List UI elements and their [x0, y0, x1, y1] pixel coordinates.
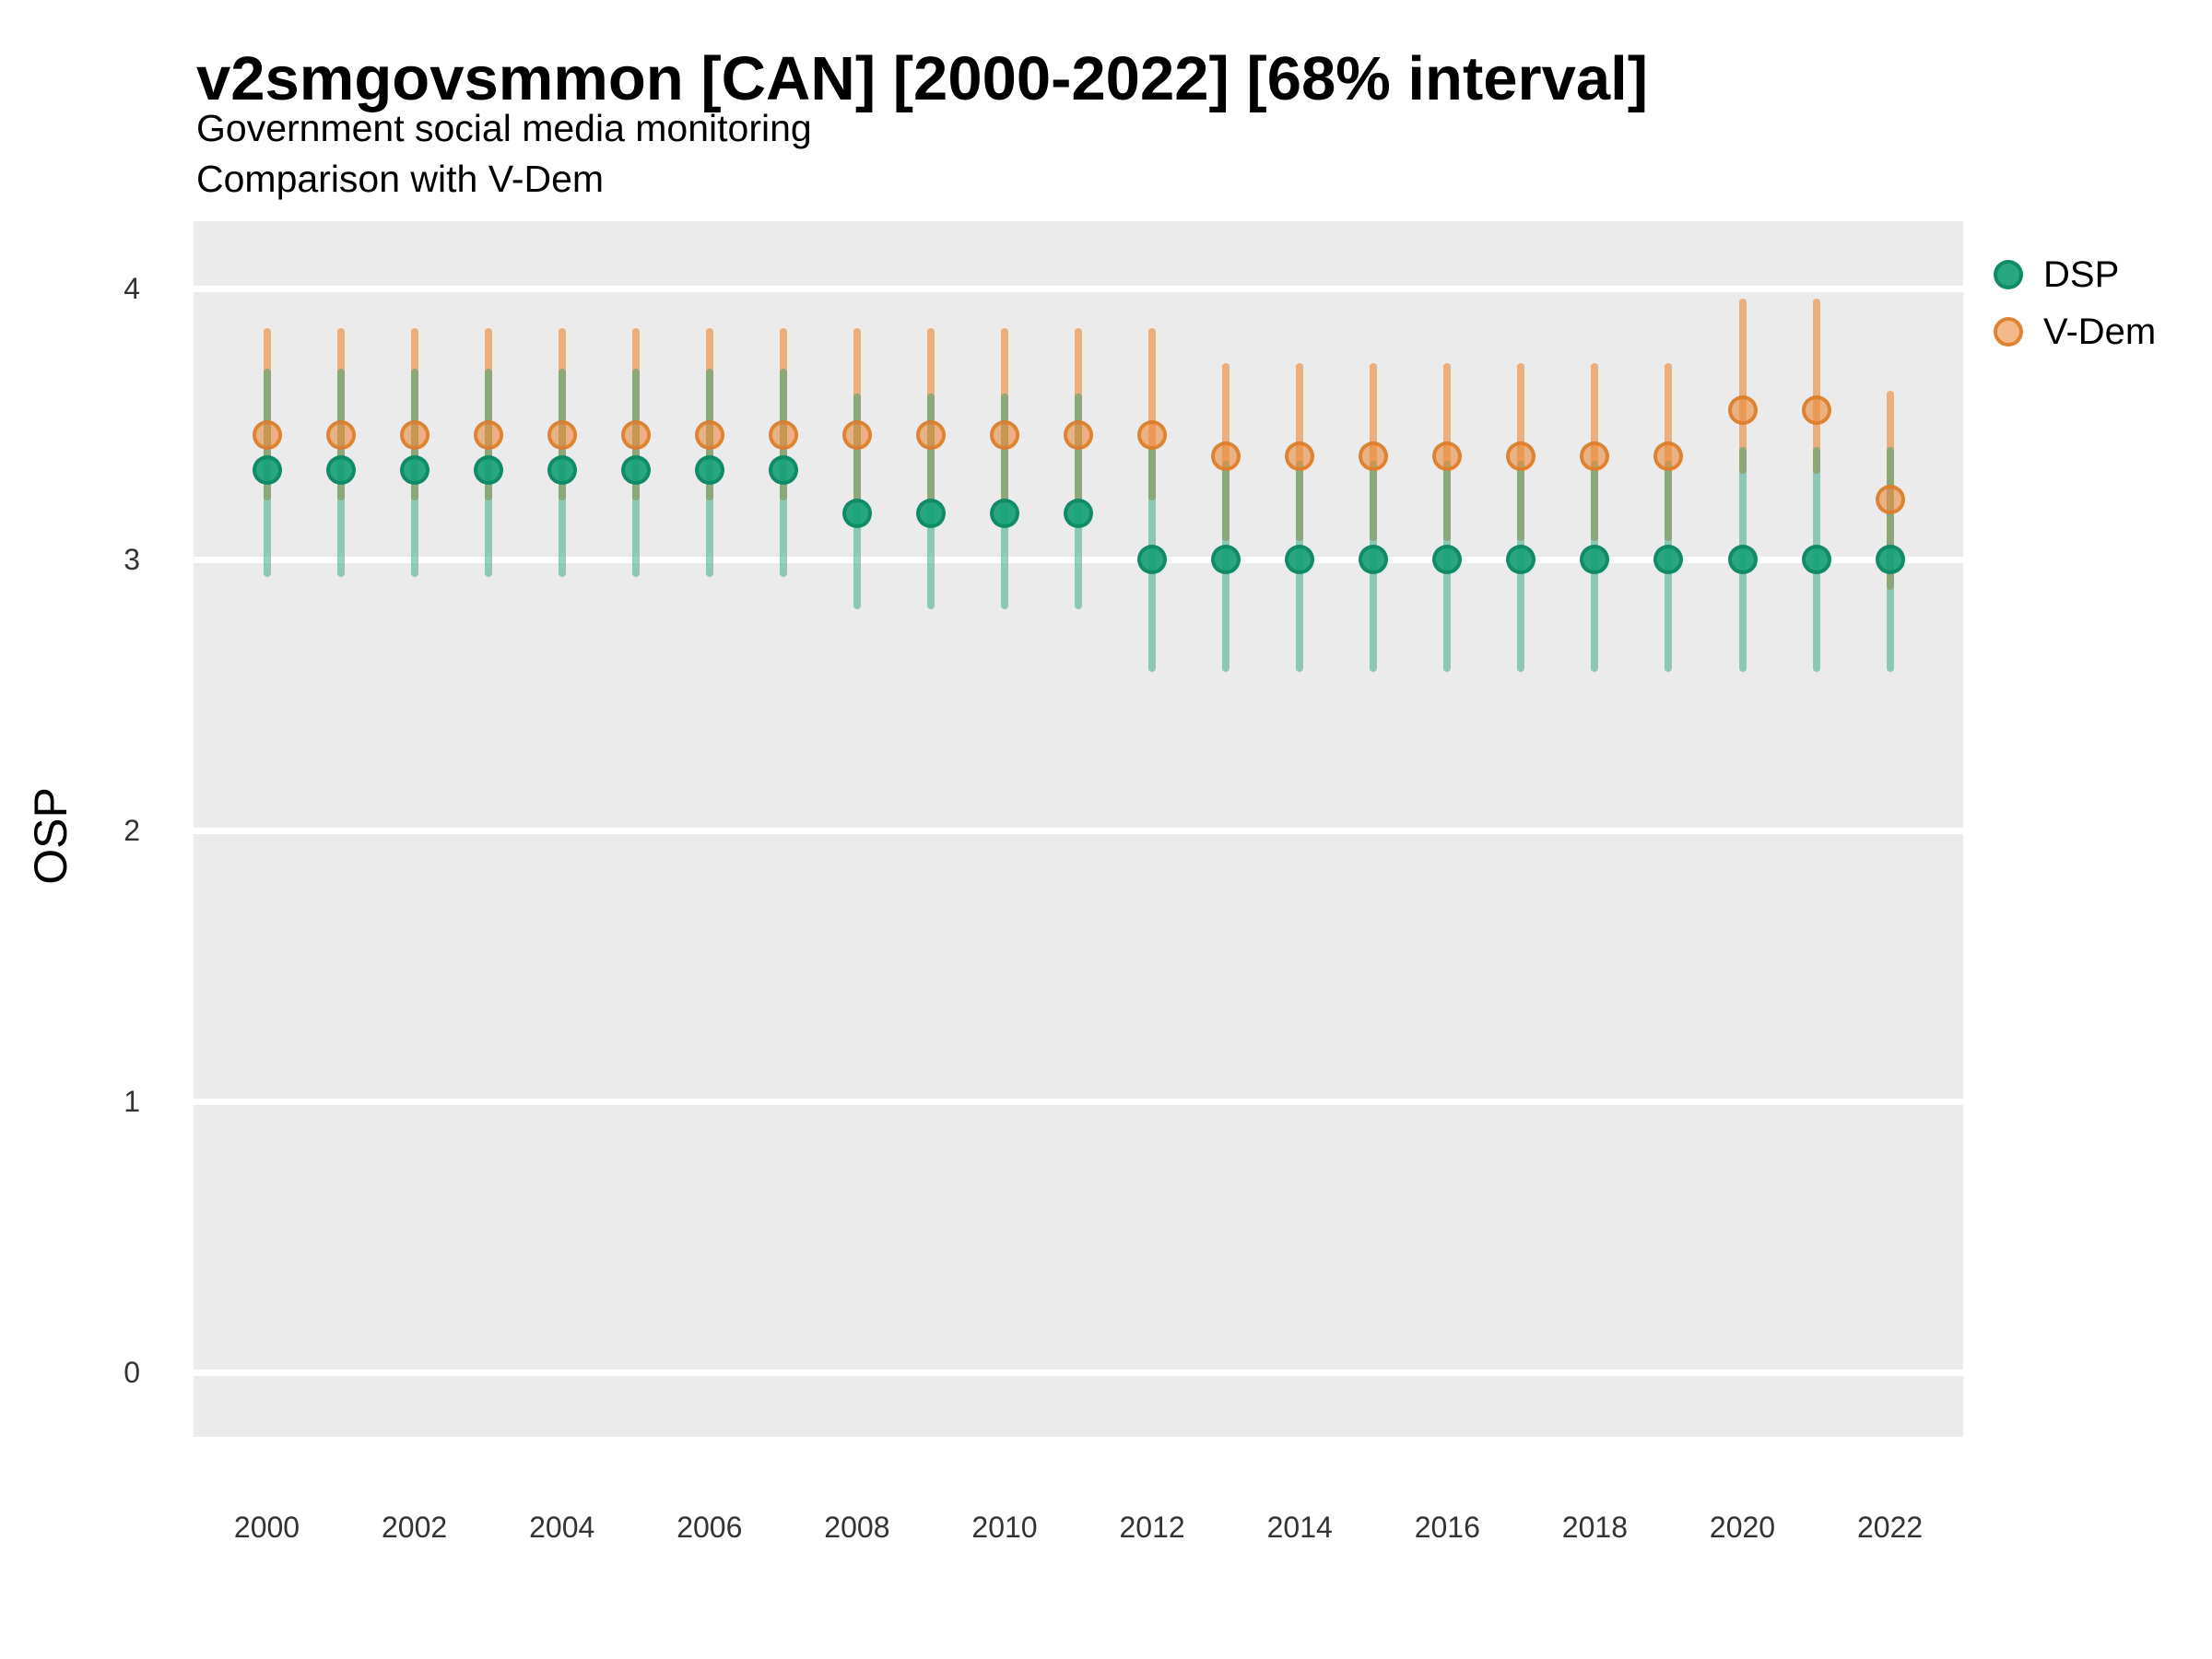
- vdem-point: [1580, 441, 1610, 472]
- vdem-interval-bar: [705, 328, 713, 501]
- vdem-interval-bar: [1148, 328, 1157, 501]
- x-tick-label: 2010: [971, 1511, 1038, 1544]
- dsp-point: [473, 454, 503, 485]
- dsp-point: [1653, 545, 1684, 574]
- vdem-interval-bar: [263, 328, 271, 501]
- vdem-point: [1875, 485, 1905, 515]
- x-tick-label: 2020: [1709, 1511, 1776, 1544]
- vdem-point: [1064, 419, 1094, 450]
- page-title: v2smgovsmmon [CAN] [2000-2022] [68% inte…: [196, 44, 1649, 113]
- dsp-point: [1580, 545, 1610, 574]
- vdem-interval-bar: [336, 328, 345, 501]
- plot-panel: [194, 221, 1963, 1437]
- chart-subtitle-line2: Comparison with V-Dem: [196, 158, 605, 200]
- gridline-y-4: [194, 285, 1963, 292]
- dsp-point: [1211, 545, 1241, 574]
- vdem-point: [694, 419, 724, 450]
- dsp-point: [325, 454, 356, 485]
- vdem-point: [1137, 419, 1168, 450]
- vdem-point: [915, 419, 946, 450]
- legend-key-dsp-icon: [1994, 260, 2023, 289]
- x-tick-label: 2014: [1266, 1511, 1333, 1544]
- dsp-point: [1801, 545, 1831, 574]
- gridline-y-1: [194, 1098, 1963, 1105]
- vdem-point: [325, 419, 356, 450]
- vdem-interval-bar: [779, 328, 787, 501]
- y-tick-label: 4: [124, 272, 140, 305]
- vdem-interval-bar: [410, 328, 418, 501]
- dsp-point: [1875, 545, 1905, 574]
- vdem-point: [399, 419, 429, 450]
- dsp-point: [694, 454, 724, 485]
- dsp-point: [1064, 499, 1094, 529]
- dsp-point: [915, 499, 946, 529]
- dsp-point: [620, 454, 651, 485]
- dsp-point: [399, 454, 429, 485]
- dsp-point: [547, 454, 577, 485]
- dsp-point: [252, 454, 282, 485]
- legend-item-vdem: V-Dem: [1994, 312, 2157, 352]
- vdem-point: [1506, 441, 1536, 472]
- dsp-point: [990, 499, 1019, 529]
- vdem-point: [1285, 441, 1315, 472]
- vdem-point: [1432, 441, 1463, 472]
- x-tick-label: 2016: [1414, 1511, 1480, 1544]
- dsp-point: [1506, 545, 1536, 574]
- vdem-point: [1801, 395, 1831, 426]
- vdem-point: [841, 419, 872, 450]
- vdem-point: [990, 419, 1019, 450]
- vdem-point: [547, 419, 577, 450]
- legend-label-dsp: DSP: [2043, 254, 2120, 295]
- y-tick-label: 0: [124, 1356, 140, 1389]
- chart-subtitle-line1: Government social media monitoring: [196, 107, 812, 149]
- vdem-interval-bar: [558, 328, 566, 501]
- vdem-point: [620, 419, 651, 450]
- gridline-y-0: [194, 1369, 1963, 1376]
- x-tick-label: 2004: [529, 1511, 595, 1544]
- dsp-point: [1432, 545, 1463, 574]
- y-tick-label: 2: [124, 814, 140, 847]
- y-tick-label: 3: [124, 543, 140, 576]
- gridline-y-3: [194, 556, 1963, 563]
- vdem-interval-bar: [926, 328, 935, 501]
- legend-key-vdem-icon: [1994, 317, 2023, 347]
- legend-item-dsp: DSP: [1994, 254, 2120, 295]
- x-tick-label: 2022: [1857, 1511, 1924, 1544]
- gridline-y-2: [194, 827, 1963, 834]
- x-tick-label: 2018: [1561, 1511, 1628, 1544]
- x-tick-label: 2008: [824, 1511, 890, 1544]
- dsp-point: [1285, 545, 1315, 574]
- dsp-point: [841, 499, 872, 529]
- vdem-interval-bar: [484, 328, 492, 501]
- vdem-interval-bar: [853, 328, 861, 501]
- vdem-interval-bar: [1001, 328, 1008, 501]
- x-tick-label: 2000: [233, 1511, 300, 1544]
- vdem-interval-bar: [631, 328, 640, 501]
- y-tick-label: 1: [124, 1085, 140, 1118]
- vdem-interval-bar: [1812, 298, 1820, 474]
- legend-label-vdem: V-Dem: [2043, 312, 2157, 352]
- dsp-point: [1727, 545, 1758, 574]
- dsp-point: [1137, 545, 1168, 574]
- x-tick-label: 2002: [382, 1511, 448, 1544]
- x-tick-label: 2012: [1119, 1511, 1185, 1544]
- vdem-point: [1653, 441, 1684, 472]
- dsp-point: [768, 454, 798, 485]
- vdem-point: [1211, 441, 1241, 472]
- dsp-point: [1359, 545, 1389, 574]
- vdem-point: [1359, 441, 1389, 472]
- vdem-point: [473, 419, 503, 450]
- vdem-point: [1727, 395, 1758, 426]
- vdem-interval-bar: [1738, 298, 1747, 474]
- vdem-point: [252, 419, 282, 450]
- vdem-point: [768, 419, 798, 450]
- vdem-interval-bar: [1075, 328, 1083, 501]
- x-tick-label: 2006: [677, 1511, 743, 1544]
